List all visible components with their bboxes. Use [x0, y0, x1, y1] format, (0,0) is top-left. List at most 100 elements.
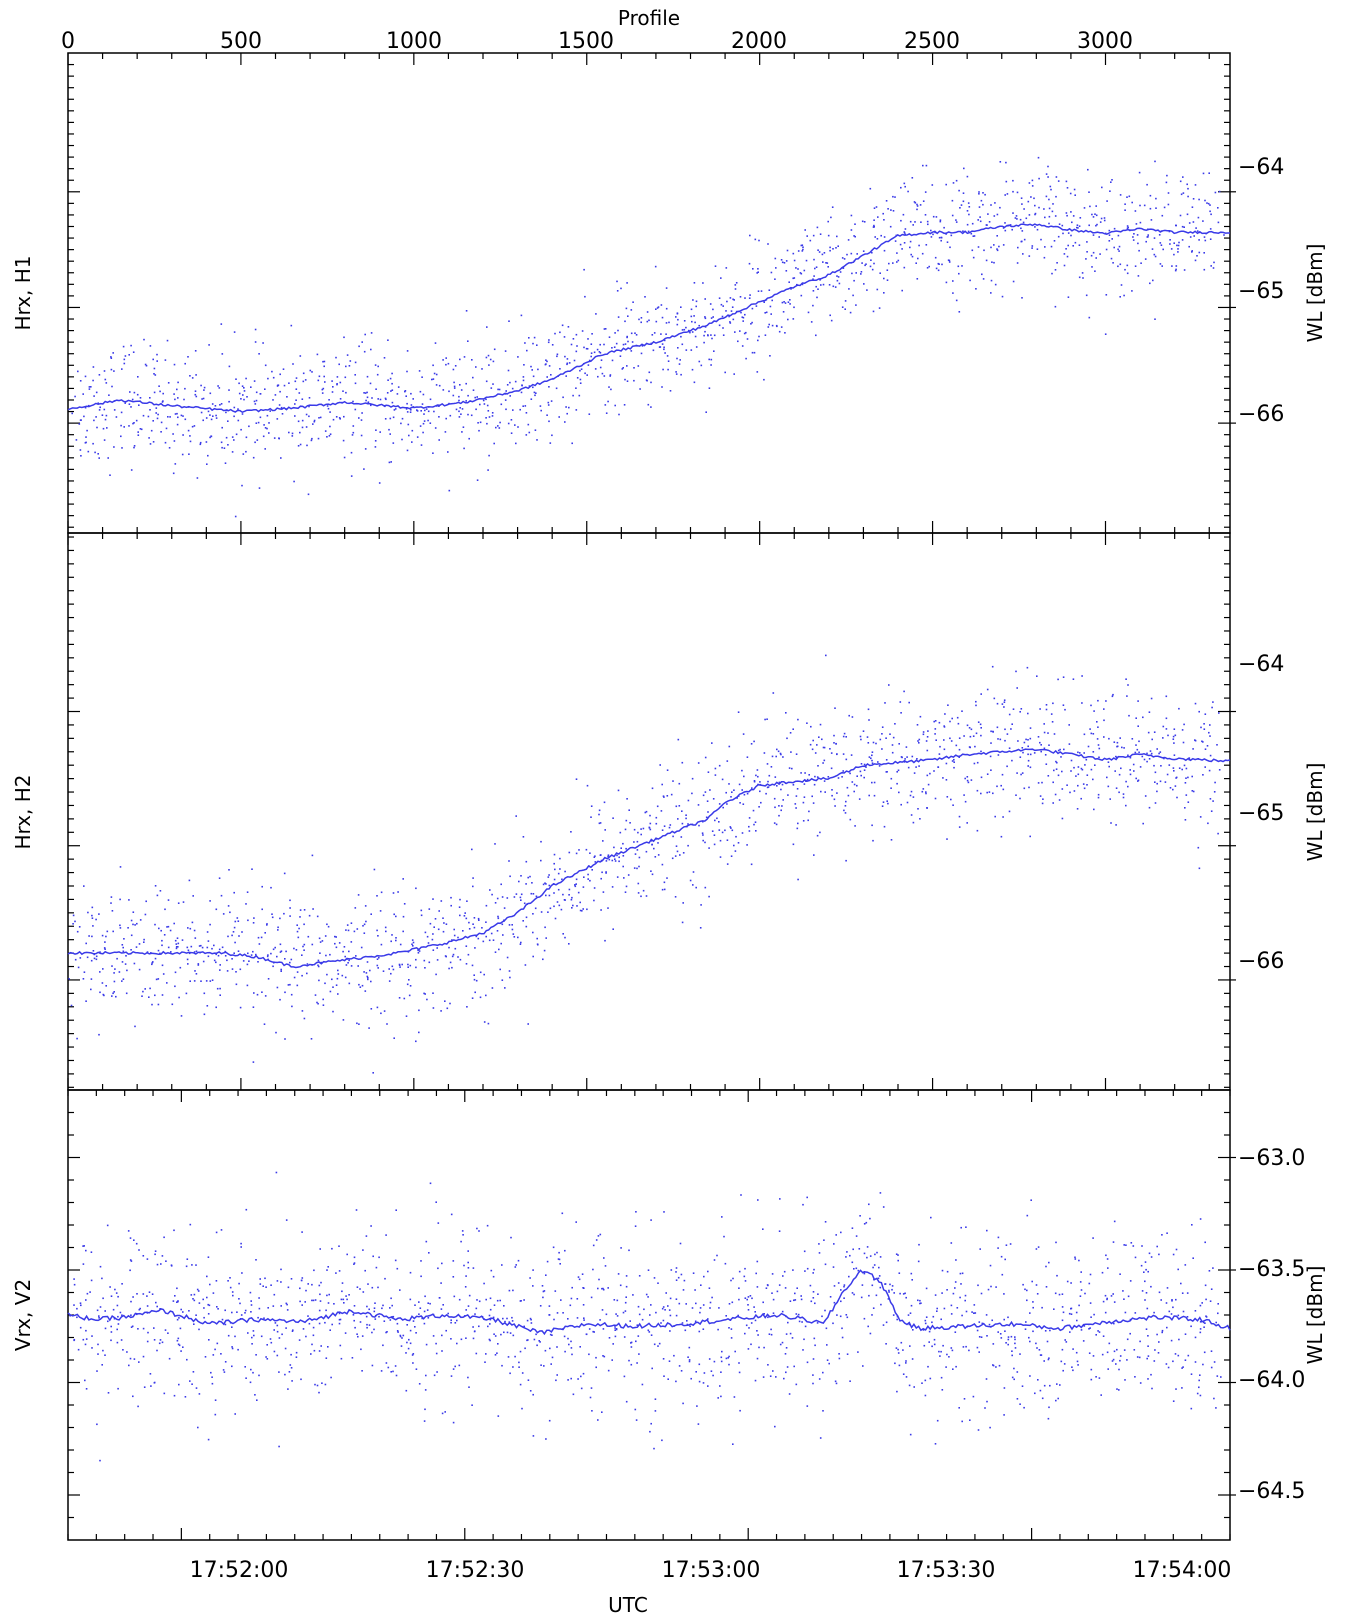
- scatter-point: [342, 439, 345, 442]
- scatter-point: [321, 392, 324, 394]
- scatter-point: [429, 422, 432, 424]
- scatter-point: [387, 1366, 390, 1369]
- scatter-point: [490, 1269, 493, 1272]
- scatter-point: [432, 992, 434, 994]
- scatter-point: [778, 805, 780, 807]
- scatter-point: [872, 741, 875, 744]
- scatter-point: [157, 949, 160, 952]
- scatter-point: [986, 1229, 988, 1232]
- scatter-point: [361, 412, 363, 414]
- scatter-point: [1012, 708, 1015, 710]
- scatter-point: [133, 962, 136, 965]
- scatter-point: [986, 773, 989, 775]
- scatter-point: [418, 950, 421, 952]
- scatter-point: [86, 429, 88, 432]
- scatter-point: [978, 1351, 980, 1353]
- scatter-point: [909, 794, 912, 797]
- scatter-point: [645, 895, 648, 897]
- scatter-point: [586, 908, 588, 911]
- scatter-point: [297, 936, 300, 939]
- scatter-point: [702, 794, 705, 797]
- scatter-point: [945, 281, 948, 284]
- scatter-point: [327, 407, 330, 410]
- scatter-point: [452, 1276, 455, 1278]
- scatter-point: [522, 376, 525, 378]
- scatter-point: [553, 1318, 555, 1321]
- scatter-point: [245, 377, 247, 380]
- scatter-point: [326, 1269, 328, 1271]
- scatter-point: [382, 1304, 384, 1307]
- scatter-point: [549, 907, 552, 910]
- scatter-point: [556, 1374, 558, 1376]
- scatter-point: [1139, 766, 1142, 768]
- scatter-point: [99, 1459, 101, 1462]
- scatter-point: [85, 436, 87, 438]
- scatter-point: [319, 1248, 321, 1250]
- scatter-point: [745, 331, 747, 334]
- scatter-point: [280, 968, 282, 971]
- scatter-point: [544, 1349, 547, 1352]
- scatter-point: [331, 978, 333, 981]
- scatter-point: [990, 1285, 992, 1288]
- scatter-point: [318, 979, 320, 982]
- scatter-point: [725, 267, 728, 269]
- scatter-point: [202, 419, 204, 422]
- scatter-point: [756, 1357, 759, 1360]
- scatter-point: [142, 1293, 145, 1295]
- scatter-point: [115, 1292, 118, 1294]
- scatter-point: [1073, 766, 1075, 769]
- scatter-point: [570, 1340, 572, 1343]
- scatter-point: [566, 358, 569, 360]
- scatter-point: [312, 1299, 315, 1302]
- scatter-point: [1209, 798, 1212, 800]
- scatter-point: [488, 939, 491, 942]
- scatter-point: [846, 1251, 848, 1253]
- scatter-point: [403, 903, 406, 905]
- scatter-point: [880, 1303, 882, 1306]
- scatter-point: [338, 417, 341, 419]
- scatter-point: [166, 982, 168, 984]
- scatter-point: [679, 1242, 682, 1245]
- scatter-point: [922, 164, 924, 167]
- scatter-point: [897, 1348, 899, 1351]
- scatter-point: [1005, 1342, 1007, 1344]
- scatter-point: [1169, 787, 1172, 789]
- scatter-point: [548, 1419, 551, 1422]
- scatter-point: [319, 941, 322, 943]
- scatter-point: [949, 720, 951, 723]
- scatter-point: [695, 346, 698, 348]
- scatter-point: [207, 454, 209, 457]
- scatter-point: [986, 1335, 988, 1337]
- scatter-point: [262, 342, 264, 344]
- scatter-point: [1020, 773, 1022, 776]
- scatter-point: [346, 1253, 348, 1256]
- scatter-point: [993, 215, 996, 217]
- scatter-point: [763, 752, 766, 754]
- scatter-point: [575, 778, 578, 780]
- scatter-point: [818, 736, 820, 738]
- scatter-point: [910, 1272, 913, 1275]
- scatter-point: [354, 361, 357, 364]
- scatter-point: [465, 382, 467, 385]
- scatter-point: [748, 825, 750, 828]
- scatter-point: [607, 907, 609, 909]
- scatter-point: [1034, 1392, 1036, 1395]
- scatter-point: [896, 1390, 898, 1393]
- scatter-point: [1177, 244, 1180, 247]
- scatter-point: [305, 426, 308, 428]
- scatter-point: [620, 287, 622, 290]
- scatter-point: [558, 1258, 561, 1261]
- scatter-point: [618, 860, 620, 863]
- scatter-point: [987, 213, 989, 215]
- scatter-point: [1175, 268, 1177, 271]
- scatter-point: [927, 1365, 929, 1368]
- scatter-point: [427, 1302, 429, 1304]
- scatter-point: [332, 418, 335, 421]
- scatter-point: [1212, 267, 1215, 269]
- scatter-point: [1161, 214, 1164, 217]
- scatter-point: [935, 267, 938, 270]
- scatter-point: [291, 435, 294, 437]
- scatter-point: [1049, 185, 1052, 188]
- scatter-point: [779, 752, 782, 755]
- scatter-point: [1027, 765, 1029, 767]
